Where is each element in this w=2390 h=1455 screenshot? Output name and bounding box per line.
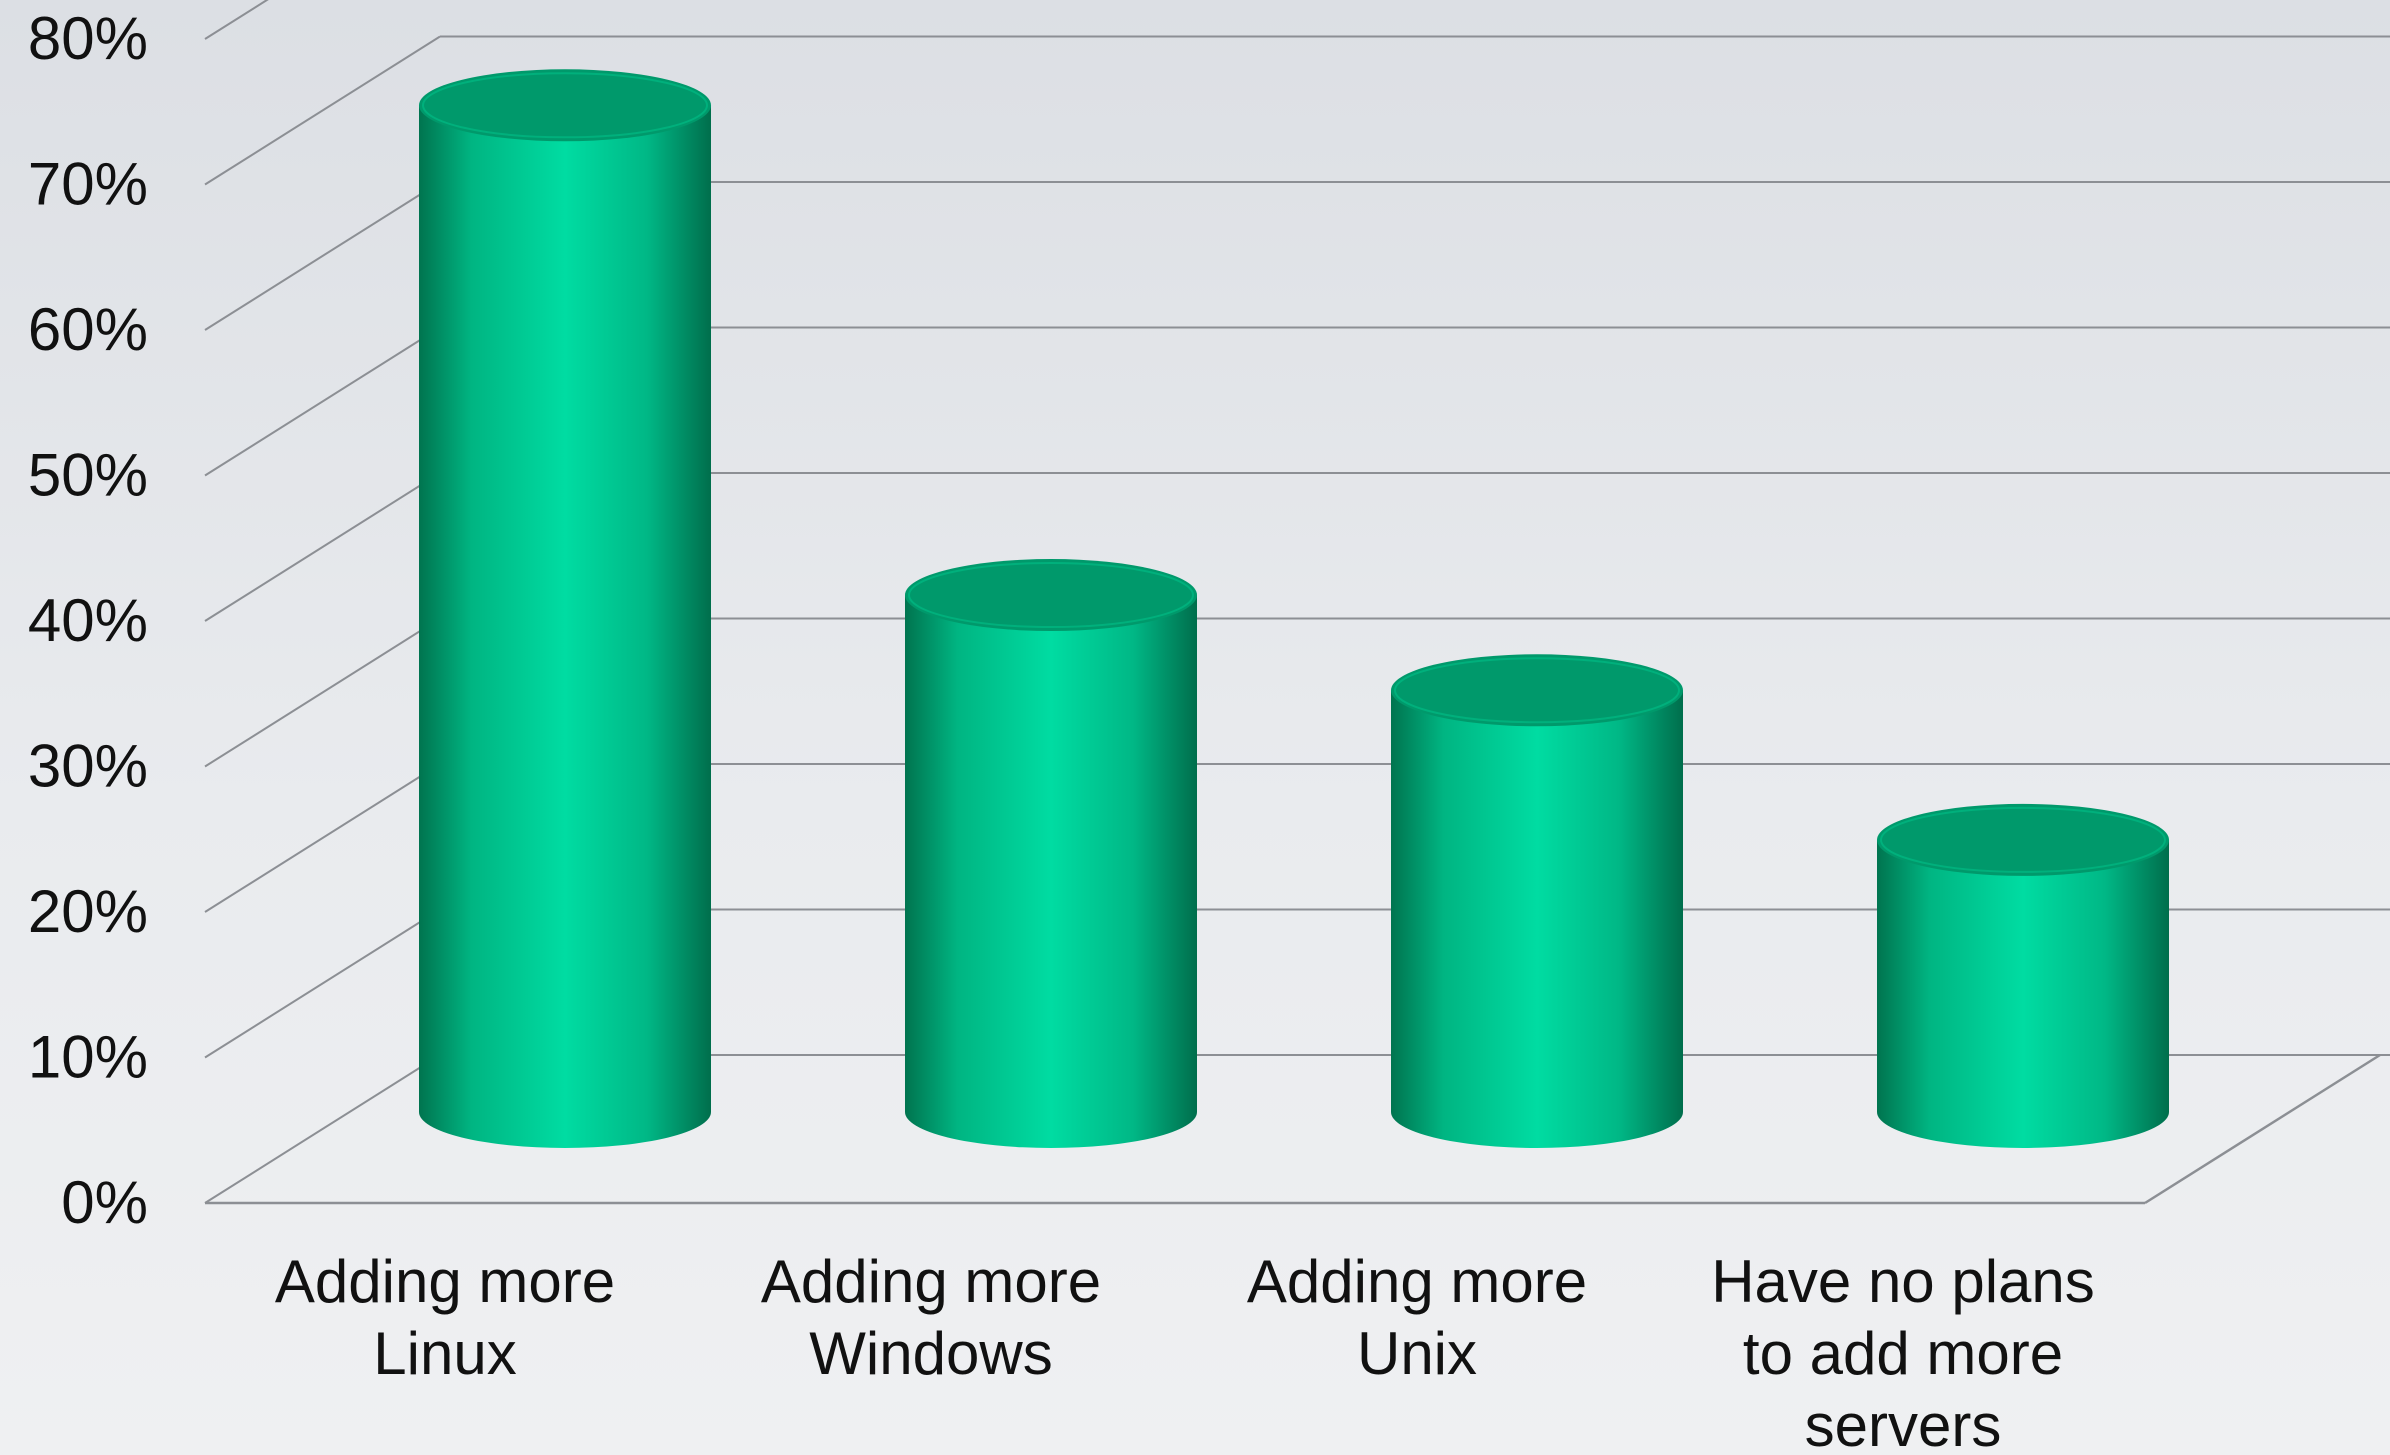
x-category-label: Adding more Linux bbox=[275, 1248, 615, 1387]
y-tick-label: 50% bbox=[28, 442, 148, 509]
bars bbox=[419, 69, 2169, 1148]
y-tick-label: 60% bbox=[28, 296, 148, 363]
bar-top-cap bbox=[1391, 654, 1683, 727]
gridline-side-0 bbox=[204, 1054, 441, 1204]
bar-top-cap bbox=[419, 69, 711, 142]
gridline-side-40 bbox=[204, 472, 441, 622]
bar-body bbox=[1391, 690, 1683, 1148]
gridline-side-20 bbox=[204, 763, 441, 913]
y-tick-label: 20% bbox=[28, 878, 148, 945]
gridline-side-60 bbox=[204, 181, 441, 331]
gridline-side-70 bbox=[204, 35, 441, 186]
y-tick-label: 70% bbox=[28, 151, 148, 218]
bar-top-rim bbox=[908, 562, 1194, 629]
bar-3 bbox=[1391, 654, 1683, 1148]
bar-body bbox=[1877, 839, 2169, 1148]
x-category-label: Adding more Windows bbox=[761, 1248, 1101, 1387]
y-tick-label: 80% bbox=[28, 5, 148, 72]
bar-top-cap bbox=[905, 559, 1197, 632]
y-tick-label: 0% bbox=[61, 1169, 148, 1236]
y-axis-tick-labels: 0% 10% 20% 30% 40% 50% 60% 70% 80% bbox=[28, 5, 148, 1236]
bar-top-rim bbox=[1880, 806, 2166, 873]
y-tick-label: 30% bbox=[28, 733, 148, 800]
bar-1 bbox=[419, 69, 711, 1148]
gridline-side-80 bbox=[204, 0, 269, 40]
gridline-side-50 bbox=[204, 326, 441, 477]
y-tick-label: 40% bbox=[28, 587, 148, 654]
y-tick-label: 10% bbox=[28, 1024, 148, 1091]
floor-right-edge bbox=[2144, 1053, 2381, 1205]
bar-top-rim bbox=[422, 72, 708, 139]
bar-body bbox=[905, 595, 1197, 1148]
bar-body bbox=[419, 105, 711, 1148]
bar-4 bbox=[1877, 803, 2169, 1148]
x-category-label: Have no plans to add more servers bbox=[1711, 1248, 2095, 1455]
gridline-side-30 bbox=[204, 617, 441, 768]
bar-2 bbox=[905, 559, 1197, 1148]
bar-top-rim bbox=[1394, 657, 1680, 724]
gridline-side-10 bbox=[204, 908, 441, 1059]
x-category-label: Adding more Unix bbox=[1247, 1248, 1587, 1387]
bar-top-cap bbox=[1877, 803, 2169, 876]
x-axis-category-labels: Adding more Linux Adding more Windows Adding… bbox=[275, 1248, 2095, 1455]
